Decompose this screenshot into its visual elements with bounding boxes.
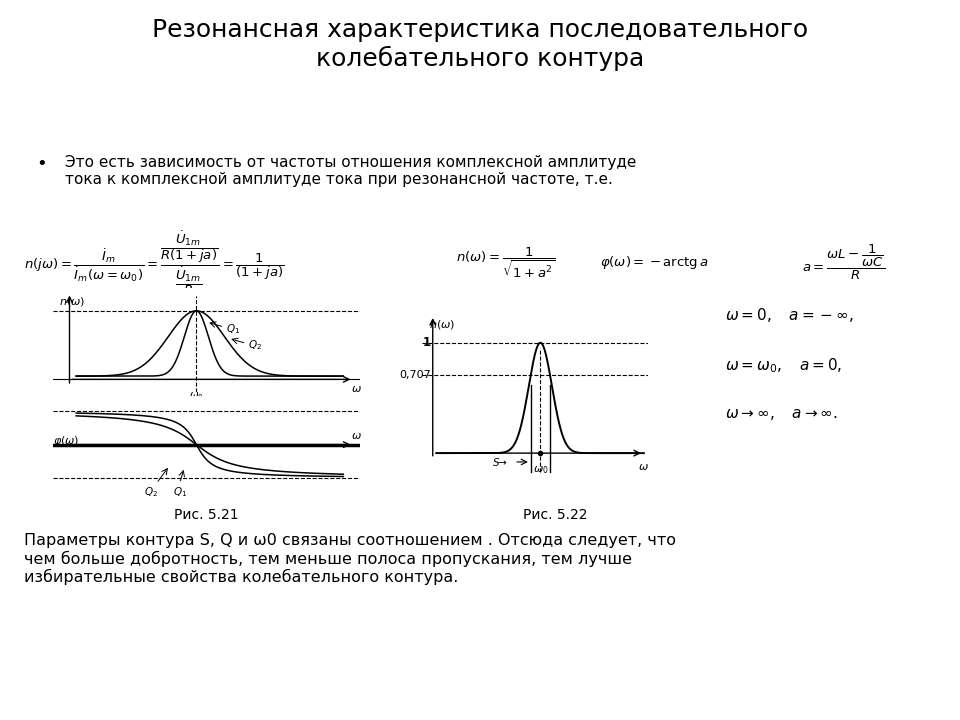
Text: $\omega$: $\omega$ (351, 384, 362, 394)
Text: Резонансная характеристика последовательного
колебательного контура: Резонансная характеристика последователь… (152, 18, 808, 71)
Text: $Q_2$: $Q_2$ (144, 485, 158, 499)
Text: $Q_2$: $Q_2$ (249, 338, 262, 352)
Text: $\omega_0$: $\omega_0$ (533, 464, 548, 476)
Text: Это есть зависимость от частоты отношения комплексной амплитуде
тока к комплексн: Это есть зависимость от частоты отношени… (65, 155, 636, 187)
Text: $n(\omega)$: $n(\omega)$ (428, 318, 455, 331)
Text: 0,707: 0,707 (399, 370, 431, 380)
Text: $\omega_0$: $\omega_0$ (189, 390, 204, 402)
Text: $S\!\!\rightarrow$: $S\!\!\rightarrow$ (492, 456, 508, 468)
Text: $\omega \to \infty, \quad a \to \infty.$: $\omega \to \infty, \quad a \to \infty.$ (725, 407, 838, 422)
Text: $\varphi(\omega)$: $\varphi(\omega)$ (53, 434, 80, 448)
Text: 1: 1 (422, 336, 431, 349)
Text: $Q_1$: $Q_1$ (227, 323, 241, 336)
Text: $n(\omega)$: $n(\omega)$ (60, 294, 85, 307)
Text: Параметры контура S, Q и ω0 связаны соотношением . Отсюда следует, что
чем больш: Параметры контура S, Q и ω0 связаны соот… (24, 533, 676, 585)
Text: Рис. 5.22: Рис. 5.22 (522, 508, 588, 522)
Text: $\omega = 0, \quad a = -\infty,$: $\omega = 0, \quad a = -\infty,$ (725, 306, 853, 324)
Text: $Q_1$: $Q_1$ (173, 485, 187, 499)
Text: Рис. 5.21: Рис. 5.21 (174, 508, 239, 522)
Text: $n(j\omega) = \dfrac{\dot{I}_m}{\dot{I}_m(\omega=\omega_0)} = \dfrac{\dfrac{\dot: $n(j\omega) = \dfrac{\dot{I}_m}{\dot{I}_… (24, 229, 284, 297)
Text: $a = \dfrac{\omega L - \dfrac{1}{\omega C}}{R}$: $a = \dfrac{\omega L - \dfrac{1}{\omega … (802, 243, 885, 282)
Text: $\omega$: $\omega$ (351, 431, 362, 441)
Text: •: • (36, 155, 47, 173)
Text: $\varphi(\omega) = -\mathrm{arctg}\, a$: $\varphi(\omega) = -\mathrm{arctg}\, a$ (600, 254, 708, 271)
Text: $n(\omega) = \dfrac{1}{\sqrt{1+a^2}}$: $n(\omega) = \dfrac{1}{\sqrt{1+a^2}}$ (456, 246, 556, 280)
Text: $\omega$: $\omega$ (638, 462, 649, 472)
Text: $\omega = \omega_0, \quad a = 0,$: $\omega = \omega_0, \quad a = 0,$ (725, 356, 842, 375)
